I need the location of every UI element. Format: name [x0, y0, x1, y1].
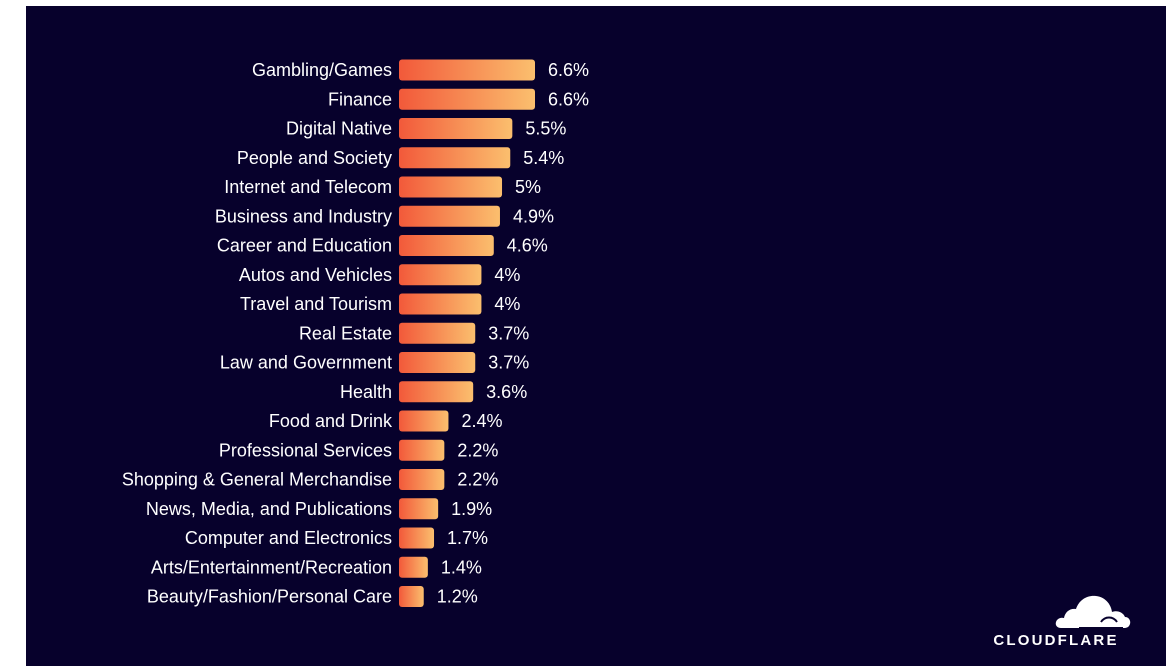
category-label: Career and Education [217, 236, 392, 256]
value-label: 5% [515, 177, 541, 197]
category-label: Beauty/Fashion/Personal Care [147, 587, 392, 607]
bar-chart: Gambling/Games 6.6% Finance 6.6% Digital Nat… [122, 59, 589, 607]
bar [399, 352, 476, 373]
value-label: 4% [494, 294, 520, 314]
bar [399, 235, 494, 256]
value-label: 6.6% [548, 60, 589, 80]
value-label: 1.4% [441, 557, 482, 577]
bar [399, 556, 428, 578]
category-label: Real Estate [299, 323, 392, 343]
value-label: 3.7% [488, 353, 529, 373]
category-label: Finance [328, 89, 392, 109]
category-label: Professional Services [219, 440, 392, 460]
value-label: 1.7% [447, 528, 488, 548]
category-label: Shopping & General Merchandise [122, 470, 392, 490]
value-label: 5.5% [525, 119, 566, 139]
bar [399, 88, 535, 110]
category-label: Digital Native [286, 119, 392, 139]
value-label: 1.9% [451, 499, 492, 519]
value-label: 4% [494, 265, 520, 285]
category-label: Food and Drink [269, 411, 393, 431]
bar [399, 293, 482, 315]
bar [399, 527, 435, 549]
value-label: 3.7% [488, 323, 529, 343]
value-label: 1.2% [437, 587, 478, 607]
cloudflare-wordmark: CLOUDFLARE [993, 632, 1119, 649]
bar [399, 439, 445, 461]
category-label: People and Society [237, 148, 392, 168]
bar [399, 322, 476, 344]
bar [399, 118, 513, 139]
category-label: Computer and Electronics [185, 528, 392, 548]
bars-group: Gambling/Games 6.6% Finance 6.6% Digital Nat… [122, 59, 589, 607]
value-label: 2.2% [457, 470, 498, 490]
category-label: Health [340, 382, 392, 402]
bar [399, 381, 474, 403]
category-label: Business and Industry [215, 206, 392, 226]
value-label: 4.9% [513, 206, 554, 226]
bar [399, 147, 511, 169]
value-label: 4.6% [507, 236, 548, 256]
bar [399, 205, 500, 227]
bar [399, 586, 424, 607]
bar [399, 176, 503, 198]
cloudflare-logo: CLOUDFLARE [981, 592, 1131, 652]
category-label: Internet and Telecom [224, 177, 392, 197]
bar [399, 469, 445, 490]
bar [399, 264, 482, 286]
bar [399, 410, 449, 432]
bar [399, 498, 439, 520]
value-label: 2.2% [457, 440, 498, 460]
value-label: 3.6% [486, 382, 527, 402]
cloud-icon [1055, 595, 1131, 629]
chart-panel: Gambling/Games 6.6% Finance 6.6% Digital Nat… [26, 6, 1166, 666]
category-label: Law and Government [220, 353, 392, 373]
category-label: News, Media, and Publications [146, 499, 392, 519]
value-label: 2.4% [461, 411, 502, 431]
value-label: 6.6% [548, 89, 589, 109]
category-label: Autos and Vehicles [239, 265, 392, 285]
category-label: Gambling/Games [252, 60, 392, 80]
category-label: Travel and Tourism [240, 294, 392, 314]
bar [399, 59, 535, 81]
category-label: Arts/Entertainment/Recreation [151, 557, 392, 577]
value-label: 5.4% [523, 148, 564, 168]
